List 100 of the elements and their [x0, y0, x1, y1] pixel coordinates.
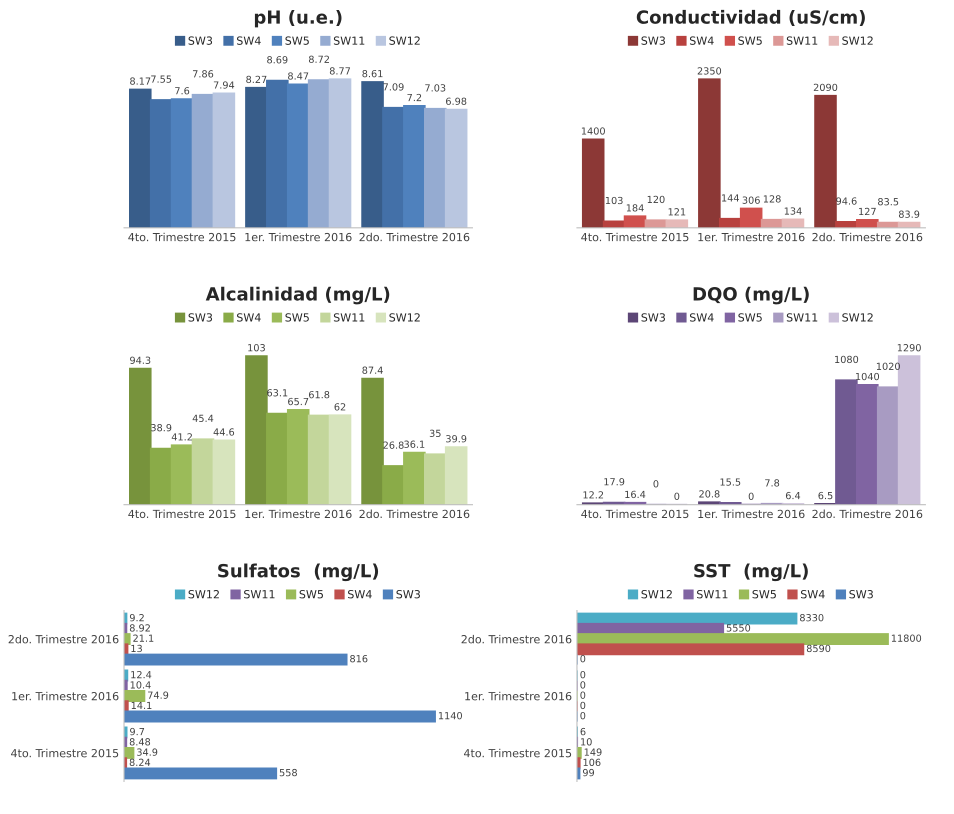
data-label: 65.7 — [288, 398, 308, 406]
data-label: 83.5 — [878, 198, 898, 206]
legend-label: SW12 — [188, 590, 219, 598]
y-tick-label: 1er. Trimestre 2016 — [12, 692, 118, 700]
data-label: 1040 — [856, 372, 880, 380]
data-label: 8.17 — [130, 77, 150, 85]
legend-label: SW5 — [300, 590, 323, 598]
legend-label: SW11 — [244, 590, 274, 598]
y-tick-label: 1er. Trimestre 2016 — [465, 692, 572, 700]
data-label: 6.5 — [818, 492, 832, 500]
data-label: 8.69 — [267, 56, 288, 64]
data-label: 0 — [580, 670, 586, 678]
legend-label: SW4 — [690, 36, 714, 45]
x-tick-label: 4to. Trimestre 2015 — [128, 232, 236, 242]
data-label: 103 — [606, 196, 623, 204]
legend-label: SW5 — [738, 36, 762, 45]
data-label: 8.61 — [362, 70, 382, 78]
legend-label: SW5 — [738, 313, 762, 322]
data-label: 134 — [784, 207, 802, 215]
data-label: 20.8 — [699, 490, 720, 498]
legend-label: SW5 — [285, 313, 309, 322]
legend-label: SW5 — [285, 36, 309, 45]
data-label: 62 — [334, 403, 346, 411]
legend-label: SW4 — [237, 36, 261, 45]
data-label: 8.27 — [246, 76, 266, 84]
data-label: 7.55 — [151, 76, 172, 83]
chart-title: Conductividad (uS/cm) — [636, 10, 865, 26]
data-label: 0 — [748, 492, 754, 500]
data-label: 2090 — [814, 84, 838, 92]
chart-title: Alcalinidad (mg/L) — [206, 286, 390, 304]
y-tick-label: 4to. Trimestre 2015 — [11, 748, 118, 758]
data-label: 0 — [674, 492, 680, 500]
legend-label: SW3 — [849, 590, 873, 598]
data-label: 0 — [580, 702, 586, 710]
data-label: 0 — [580, 681, 586, 689]
data-label: 99 — [582, 768, 594, 776]
data-label: 6 — [580, 728, 586, 736]
data-label: 5550 — [726, 624, 750, 632]
data-label: 10.4 — [130, 681, 151, 689]
data-label: 106 — [584, 758, 600, 766]
legend-label: SW11 — [334, 313, 364, 322]
data-label: 8.72 — [308, 56, 329, 63]
data-label: 103 — [248, 344, 265, 352]
x-tick-label: 1er. Trimestre 2016 — [698, 510, 805, 518]
data-label: 87.4 — [362, 366, 383, 374]
data-label: 127 — [859, 208, 876, 216]
x-tick-label: 2do. Trimestre 2016 — [812, 510, 922, 518]
data-label: 816 — [350, 655, 368, 662]
legend-label: SW11 — [334, 36, 364, 45]
data-label: 306 — [742, 196, 760, 204]
data-label: 36.1 — [404, 440, 424, 448]
data-label: 44.6 — [214, 428, 234, 436]
data-label: 128 — [764, 195, 781, 203]
data-label: 8590 — [806, 644, 830, 652]
legend-label: SW3 — [188, 36, 212, 45]
legend-label: SW3 — [642, 36, 665, 45]
data-label: 12.2 — [583, 491, 604, 498]
data-label: 11800 — [892, 634, 922, 642]
data-label: 0 — [653, 480, 658, 488]
data-label: 34.9 — [137, 748, 158, 756]
data-label: 1400 — [582, 127, 605, 135]
x-tick-label: 2do. Trimestre 2016 — [812, 232, 922, 242]
x-tick-label: 4to. Trimestre 2015 — [581, 232, 688, 242]
y-tick-label: 4to. Trimestre 2015 — [464, 748, 572, 758]
data-label: 8.92 — [130, 624, 150, 632]
data-label: 45.4 — [192, 414, 214, 422]
data-label: 14.1 — [132, 702, 152, 709]
data-label: 16.4 — [625, 490, 646, 498]
chart-title: SST (mg/L) — [694, 564, 808, 582]
legend-label: SW11 — [697, 590, 728, 598]
data-label: 144 — [722, 194, 739, 202]
data-label: 12.4 — [131, 670, 152, 678]
data-label: 74.9 — [148, 691, 168, 699]
data-label: 7.94 — [214, 81, 234, 89]
data-label: 13 — [131, 644, 142, 652]
data-label: 8.77 — [330, 67, 350, 75]
data-label: 1020 — [876, 362, 900, 370]
data-label: 8330 — [800, 614, 824, 622]
data-label: 149 — [584, 748, 602, 756]
data-label: 39.9 — [446, 435, 466, 442]
data-label: 0 — [580, 691, 586, 699]
data-label: 0 — [580, 655, 586, 662]
legend-label: SW12 — [642, 590, 672, 598]
legend-label: SW11 — [786, 36, 818, 45]
data-label: 21.1 — [133, 634, 154, 642]
data-label: 558 — [280, 768, 297, 776]
x-tick-label: 4to. Trimestre 2015 — [581, 510, 688, 518]
data-label: 7.8 — [765, 479, 780, 487]
data-label: 7.2 — [407, 94, 422, 102]
chart-title: Sulfatos (mg/L) — [218, 564, 378, 582]
data-label: 1290 — [898, 344, 921, 352]
legend-label: SW12 — [842, 313, 873, 322]
data-label: 94.3 — [130, 356, 150, 364]
data-label: 6.4 — [786, 492, 800, 500]
data-label: 61.8 — [308, 390, 330, 398]
data-label: 7.86 — [192, 70, 214, 78]
data-label: 7.03 — [425, 84, 446, 92]
legend-label: SW3 — [642, 313, 665, 322]
legend-label: SW12 — [389, 313, 420, 322]
x-tick-label: 1er. Trimestre 2016 — [245, 510, 352, 518]
